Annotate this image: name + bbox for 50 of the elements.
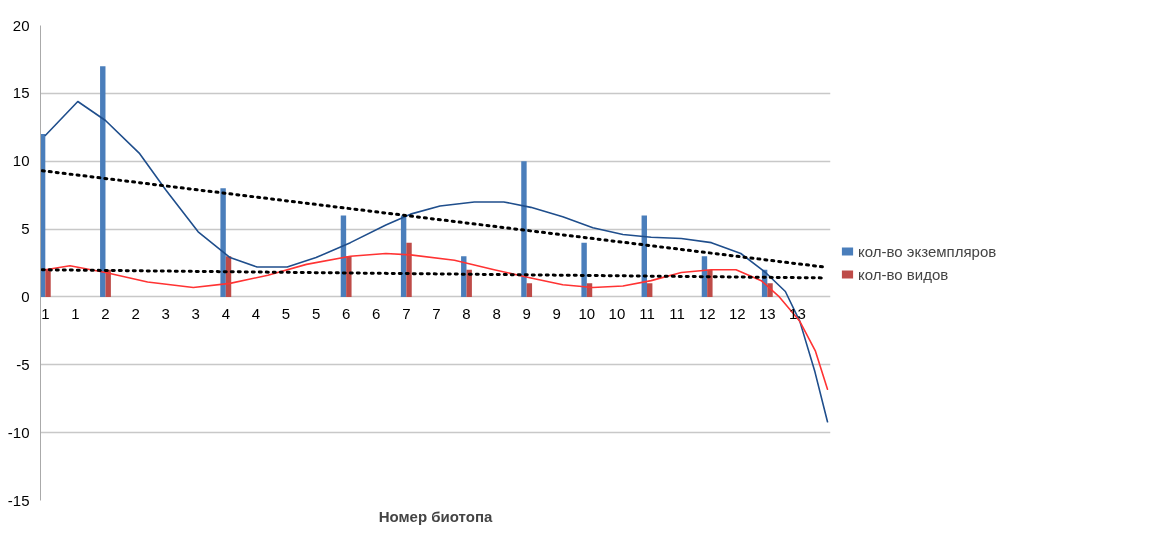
y-tick-label: 15 — [12, 84, 30, 102]
x-tick-label: 11 — [669, 304, 685, 322]
x-tick-label: 6 — [341, 304, 351, 322]
y-tick-label: 10 — [12, 152, 30, 170]
bar — [646, 283, 653, 297]
x-tick-label: 6 — [372, 304, 381, 322]
y-tick-label: 5 — [21, 220, 30, 238]
y-tick-label: 20 — [12, 16, 30, 34]
x-tick-label: 4 — [251, 304, 261, 322]
bar — [45, 269, 51, 297]
x-tick-label: 3 — [191, 304, 200, 322]
x-tick-label: 11 — [639, 304, 655, 322]
x-tick-label: 9 — [522, 304, 531, 322]
x-tick-label: 2 — [131, 304, 140, 322]
bar — [521, 161, 527, 297]
x-tick-label: 4 — [221, 304, 230, 322]
x-tick-label: 12 — [728, 304, 746, 322]
x-tick-label: 7 — [432, 304, 441, 322]
bar — [105, 269, 111, 297]
y-tick-label: 0 — [21, 287, 30, 305]
bar — [466, 269, 472, 297]
x-tick-label: 13 — [758, 304, 776, 322]
bar — [707, 269, 713, 297]
x-tick-label: 7 — [402, 304, 411, 322]
bar — [406, 242, 412, 297]
y-tick-label: -5 — [16, 355, 30, 373]
y-tick-label: -10 — [7, 423, 30, 441]
x-tick-label: 9 — [552, 304, 561, 322]
x-tick-label: 1 — [41, 304, 50, 322]
x-tick-label: 3 — [161, 304, 170, 322]
x-tick-label: 12 — [698, 304, 716, 322]
bar — [581, 242, 587, 297]
legend-label: кол-во видов — [858, 265, 949, 283]
bar — [346, 256, 352, 297]
x-tick-label: 1 — [71, 304, 80, 322]
legend-label: кол-во экземпляров — [858, 242, 997, 260]
x-tick-label: 8 — [492, 304, 501, 322]
bar — [526, 283, 533, 297]
line-series — [44, 100, 829, 423]
bar — [220, 188, 226, 297]
x-tick-label: 5 — [311, 304, 321, 322]
x-tick-label: 10 — [578, 304, 596, 322]
x-axis-title: Номер биотопа — [378, 507, 493, 525]
y-tick-label: -15 — [7, 491, 30, 509]
x-tick-label: 8 — [462, 304, 471, 322]
line-series — [44, 252, 829, 391]
x-tick-label: 5 — [281, 304, 291, 322]
x-tick-label: 2 — [101, 304, 110, 322]
bar — [100, 66, 106, 297]
x-tick-label: 10 — [608, 304, 626, 322]
